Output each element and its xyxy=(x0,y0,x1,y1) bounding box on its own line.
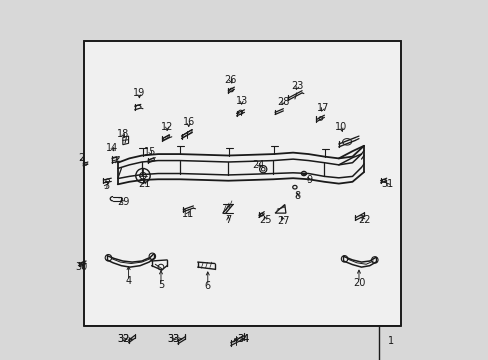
Text: 15: 15 xyxy=(143,147,156,157)
Text: 5: 5 xyxy=(158,280,164,290)
Text: 25: 25 xyxy=(259,215,271,225)
Text: 26: 26 xyxy=(224,75,237,85)
Text: 3: 3 xyxy=(102,181,109,191)
Text: 7: 7 xyxy=(224,215,231,225)
Text: 12: 12 xyxy=(161,122,173,132)
Bar xyxy=(84,41,400,326)
Text: 30: 30 xyxy=(76,262,88,272)
Text: 2: 2 xyxy=(79,153,85,163)
Text: 19: 19 xyxy=(133,88,145,98)
Text: 33: 33 xyxy=(167,334,179,344)
Text: 20: 20 xyxy=(352,278,365,288)
Text: 10: 10 xyxy=(334,122,346,132)
Bar xyxy=(64,326,424,360)
Text: 32: 32 xyxy=(118,334,130,344)
Text: 21: 21 xyxy=(138,179,150,189)
Text: 6: 6 xyxy=(204,281,210,291)
Text: 22: 22 xyxy=(357,215,369,225)
Text: 34: 34 xyxy=(237,334,249,344)
Text: 23: 23 xyxy=(291,81,304,91)
Text: 13: 13 xyxy=(235,96,247,106)
Text: 16: 16 xyxy=(182,117,194,127)
Text: 27: 27 xyxy=(277,216,289,226)
Text: 31: 31 xyxy=(381,179,393,189)
Text: 32: 32 xyxy=(118,334,130,344)
Text: 17: 17 xyxy=(316,103,328,113)
Text: 8: 8 xyxy=(294,191,300,201)
Text: 29: 29 xyxy=(118,197,130,207)
Text: 24: 24 xyxy=(252,160,264,170)
Text: 4: 4 xyxy=(125,276,131,286)
Text: 11: 11 xyxy=(181,209,193,219)
Text: 14: 14 xyxy=(106,143,118,153)
Text: 28: 28 xyxy=(277,96,289,107)
Text: 1: 1 xyxy=(387,336,394,346)
Text: 18: 18 xyxy=(117,129,129,139)
Text: 34: 34 xyxy=(237,334,249,344)
Text: 9: 9 xyxy=(305,175,312,185)
Bar xyxy=(84,41,400,326)
Text: 33: 33 xyxy=(167,334,179,344)
